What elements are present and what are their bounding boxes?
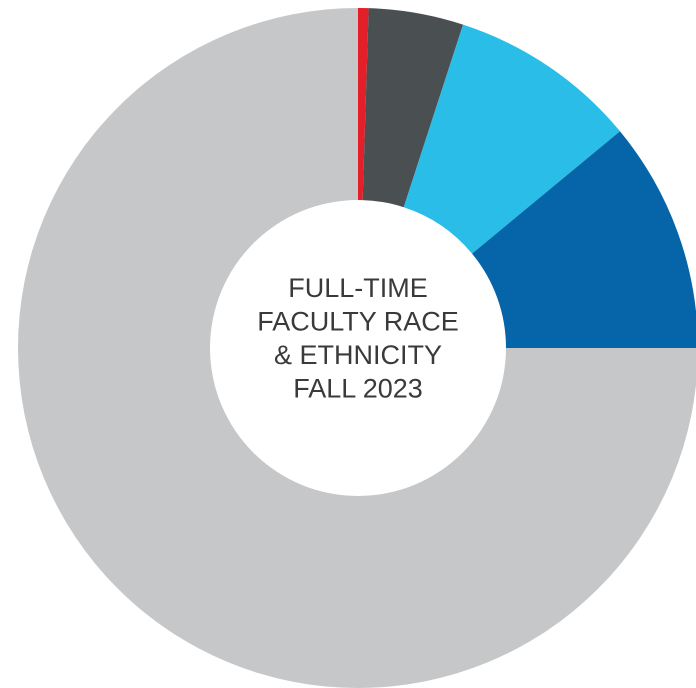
chart-title: FALL 2023 <box>293 373 423 403</box>
donut-slice <box>362 8 464 208</box>
donut-slice <box>403 24 620 254</box>
chart-title: FACULTY RACE <box>257 306 459 336</box>
donut-slice <box>18 8 696 688</box>
chart-title: & ETHNICITY <box>274 340 442 370</box>
chart-title: FULL-TIME <box>288 273 428 303</box>
donut-slice <box>472 131 696 348</box>
donut-slice <box>358 8 369 201</box>
